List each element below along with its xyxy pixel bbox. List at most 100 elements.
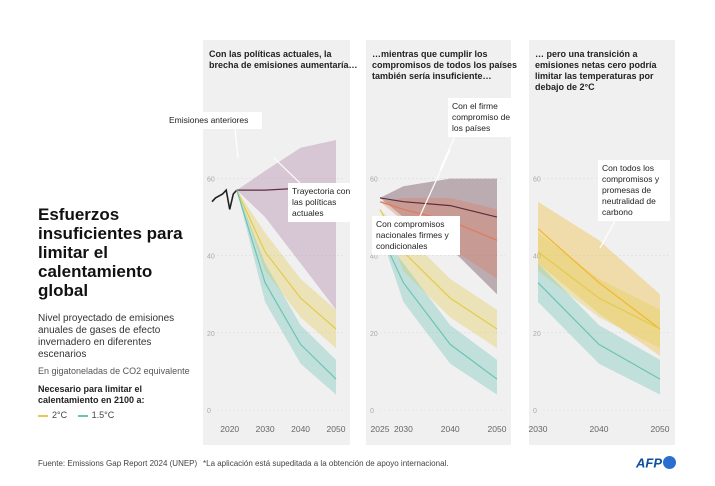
- annotation-leader: [234, 127, 239, 159]
- annotation-line: Emisiones anteriores: [169, 115, 248, 125]
- panel-background: [203, 40, 350, 445]
- annotation-line: neutralidad de: [602, 196, 656, 206]
- annotation-leader: [419, 149, 451, 217]
- source-note: Fuente: Emissions Gap Report 2024 (UNEP): [38, 459, 198, 468]
- x-tick-label: 2030: [394, 424, 413, 434]
- annotation-leader: [439, 135, 456, 171]
- x-tick-label: 2040: [291, 424, 310, 434]
- series-line-2: [537, 251, 661, 330]
- annotation-line: Con el firme: [452, 101, 498, 111]
- y-tick-label: 0: [370, 408, 374, 415]
- legend-item-2c: 2°C: [38, 410, 67, 420]
- panel-title-line: también sería insuficiente…: [372, 71, 492, 81]
- series-band-1: [538, 201, 660, 356]
- x-tick-label: 2025: [371, 424, 390, 434]
- annotation-text: Emisiones anteriores: [169, 115, 248, 125]
- annotation-callout-3: Con el firme compromiso de los países: [439, 98, 518, 171]
- annotation-line: promesas de: [602, 185, 651, 195]
- series-line-4: [236, 189, 337, 380]
- chart-panel-1: Con las políticas actuales, la brecha de …: [203, 40, 358, 445]
- legend-title: Necesario para limitar el calentamiento …: [38, 384, 145, 405]
- y-tick-label: 0: [533, 408, 537, 415]
- annotation-line: actuales: [292, 208, 324, 218]
- panel-title: … pero una transición a emisiones netas c…: [535, 49, 658, 92]
- annotation-line: Trayectoria con: [292, 186, 351, 196]
- chart-subtitle: Nivel proyectado de emisiones anuales de…: [38, 313, 175, 360]
- y-tick-label: 60: [533, 177, 541, 184]
- annotation-line: nacionales firmes y: [376, 230, 450, 240]
- annotation-box: [288, 183, 358, 222]
- legend: 2°C 1.5°C: [38, 410, 122, 420]
- panel-title-line: debajo de 2°C: [535, 82, 595, 92]
- afp-logo-dot: [663, 456, 676, 470]
- annotation-callout-4: Con compromisos nacionales firmes y condic…: [372, 149, 460, 255]
- annotation-leader: [273, 157, 301, 184]
- legend-swatch-2c: [38, 414, 48, 417]
- x-tick-label: 2040: [590, 424, 609, 434]
- annotation-callout-2: Trayectoria con las políticas actuales: [273, 157, 358, 222]
- annotation-line: compromiso de: [452, 112, 510, 122]
- panel-title-line: Con las políticas actuales, la: [209, 49, 333, 59]
- series-line-1: [537, 228, 661, 330]
- annotation-box: [372, 216, 460, 255]
- y-tick-label: 60: [370, 177, 378, 184]
- panel-title-line: … pero una transición a: [535, 49, 639, 59]
- panel-title: …mientras que cumplir los compromisos de …: [372, 49, 517, 81]
- annotation-text: Con compromisos nacionales firmes y condic…: [376, 219, 450, 251]
- footnote: *La aplicación está supeditada a la obte…: [203, 459, 449, 468]
- annotation-line: Con todos los: [602, 163, 654, 173]
- legend-item-1-5c: 1.5°C: [77, 410, 115, 420]
- series-band-4: [380, 232, 497, 395]
- x-tick-label: 2030: [256, 424, 275, 434]
- series-band-2: [538, 232, 660, 349]
- series-band-4: [236, 190, 336, 395]
- chart-title: Esfuerzos insuficientes para limitar el …: [38, 205, 183, 300]
- x-tick-label: 2040: [441, 424, 460, 434]
- y-tick-label: 40: [207, 254, 215, 261]
- legend-label-1-5c: 1.5°C: [91, 410, 115, 420]
- x-tick-label: 2030: [529, 424, 548, 434]
- y-tick-label: 20: [207, 331, 215, 338]
- series-band-2: [236, 140, 336, 310]
- x-tick-label: 2050: [488, 424, 507, 434]
- series-line-3: [236, 189, 337, 330]
- annotation-callout-5: Con todos los compromisos y promesas de neu…: [598, 160, 670, 249]
- annotation-box: [165, 112, 262, 129]
- series-line-4: [379, 232, 498, 380]
- annotation-line: condicionales: [376, 241, 428, 251]
- annotation-line: compromisos y: [602, 174, 660, 184]
- annotation-line: Con compromisos: [376, 219, 445, 229]
- y-tick-label: 60: [207, 177, 215, 184]
- panel-title: Con las políticas actuales, la brecha de …: [209, 49, 358, 70]
- x-tick-label: 2050: [651, 424, 670, 434]
- legend-label-2c: 2°C: [52, 410, 68, 420]
- annotation-callout-1: Emisiones anteriores: [165, 112, 262, 159]
- y-tick-label: 40: [370, 254, 378, 261]
- annotation-box: [448, 98, 518, 137]
- units-label: En gigatoneladas de CO2 equivalente: [38, 366, 190, 376]
- annotation-text: Con el firme compromiso de los países: [452, 101, 510, 133]
- annotation-box: [598, 160, 670, 221]
- y-tick-label: 20: [370, 331, 378, 338]
- panel-title-line: brecha de emisiones aumentaría…: [209, 60, 358, 70]
- y-tick-label: 0: [207, 408, 211, 415]
- legend-swatch-1-5c: [77, 414, 88, 417]
- x-tick-label: 2020: [220, 424, 239, 434]
- series-line-2: [379, 201, 498, 241]
- x-tick-label: 2050: [327, 424, 346, 434]
- y-tick-label: 40: [533, 254, 541, 261]
- y-tick-label: 20: [533, 331, 541, 338]
- series-line-1: [379, 197, 498, 218]
- panel-title-line: compromisos de todos los países: [372, 60, 517, 70]
- chart-panel-3: … pero una transición a emisiones netas c…: [529, 40, 675, 445]
- panel-title-line: …mientras que cumplir los: [372, 49, 488, 59]
- panel-title-line: limitar las temperaturas por: [535, 71, 654, 81]
- annotation-text: Con todos los compromisos y promesas de neu…: [602, 163, 660, 217]
- series-band-3: [236, 190, 336, 349]
- annotation-text: Trayectoria con las políticas actuales: [292, 186, 351, 218]
- annotation-line: los países: [452, 123, 490, 133]
- series-line-1: [211, 188, 238, 210]
- series-line-3: [537, 282, 661, 380]
- panel-title-line: emisiones netas cero podría: [535, 60, 658, 70]
